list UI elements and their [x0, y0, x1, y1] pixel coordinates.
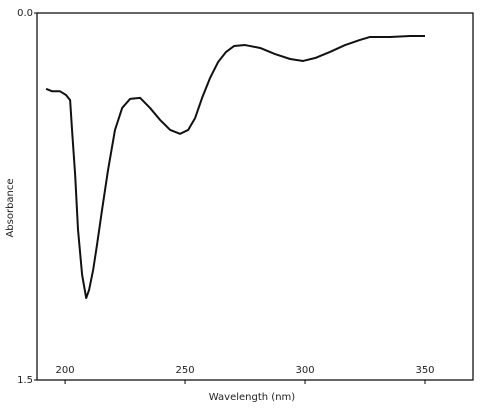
x-tick-label: 300	[295, 365, 314, 376]
x-tick-label: 350	[415, 365, 434, 376]
spectrum-line	[45, 34, 426, 300]
x-axis-label: Wavelength (nm)	[209, 392, 295, 403]
y-tick-label: 1.5	[17, 375, 33, 386]
x-tick-label: 200	[56, 365, 75, 376]
y-tick-label: 0.0	[17, 8, 33, 19]
y-axis-label: Absorbance	[5, 178, 16, 237]
plot-frame	[36, 12, 474, 381]
x-tick-label: 250	[176, 365, 195, 376]
